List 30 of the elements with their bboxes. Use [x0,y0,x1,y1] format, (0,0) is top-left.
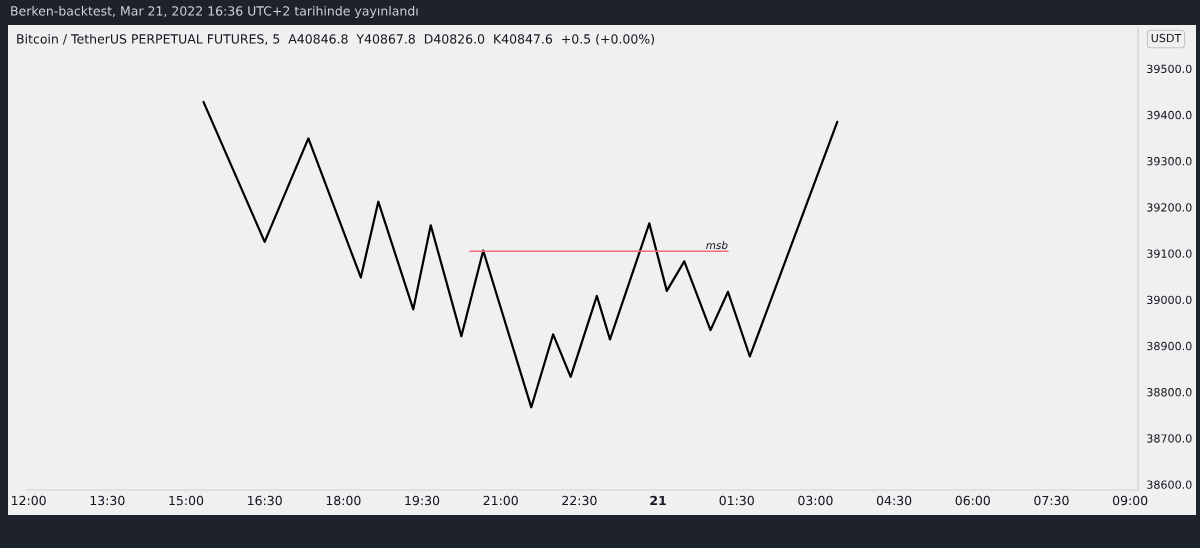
y-tick-label: 38600.0 [1147,480,1192,489]
x-tick-label: 21:00 [483,495,518,506]
series-label: msb [706,241,728,250]
y-tick-label: 39400.0 [1147,110,1192,120]
x-tick-label: 21 [650,495,666,506]
x-tick-label: 18:00 [326,495,361,506]
text: Berken-backtest, Mar 21, 2022 16:36 UTC+2 tarihinde yayınlandı [11,5,418,19]
y-tick-label: 39000.0 [1147,295,1192,305]
x-tick-label: 01:30 [719,495,754,506]
x-tick-label: 19:30 [405,495,440,506]
x-tick-label: 12:00 [11,495,46,506]
line-series [202,100,839,409]
y-tick-label: 39300.0 [1147,157,1192,166]
y-axis-title: USDT [1151,33,1182,43]
x-tick-label: 07:30 [1034,495,1069,506]
y-tick-label: 39500.0 [1147,64,1192,74]
y-tick-label: 38800.0 [1147,388,1192,397]
y-tick-label: 39200.0 [1147,203,1192,212]
y-tick-label: 38900.0 [1147,341,1192,351]
y-tick-label: 38700.0 [1147,434,1192,443]
x-tick-label: 04:30 [876,495,912,506]
x-tick-label: 13:30 [90,495,125,506]
chart-title: Bitcoin / TetherUS PERPETUAL FUTURES, 5 A40846.8 Y40867.8 D40826.0 K40847.6 +0.5 (+0.00%) [17,33,654,46]
y-tick-label: 39100.0 [1147,249,1192,258]
x-tick-label: 06:00 [955,495,990,506]
x-tick-label: 16:30 [248,495,282,506]
x-tick-label: 09:00 [1112,495,1148,506]
x-tick-label: 03:00 [798,495,833,506]
x-tick-label: 22:30 [562,495,597,506]
x-tick-label: 15:00 [169,495,204,506]
